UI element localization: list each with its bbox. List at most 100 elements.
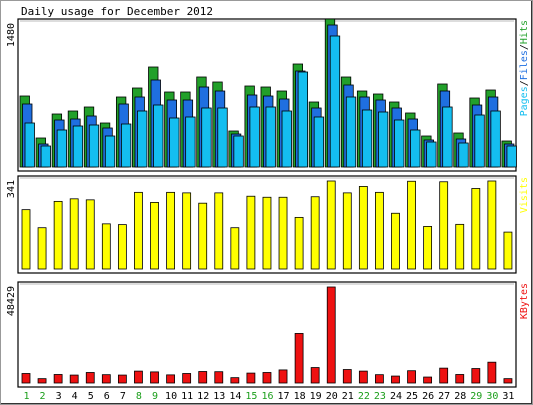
bar-visits-15: [246, 195, 256, 270]
bar-visits-9: [150, 202, 159, 270]
bar-pages-16: [265, 106, 276, 168]
bar-kbytes-4: [69, 374, 79, 384]
bar-pages-20: [329, 35, 341, 168]
bar-pages-21: [345, 96, 357, 168]
bar-pages-18: [297, 71, 309, 168]
panel-hits: 1480 Pages/Files/Hits: [6, 18, 530, 172]
bar-kbytes-21: [342, 369, 352, 384]
bar-kbytes-9: [150, 371, 159, 384]
bar-visits-22: [358, 186, 368, 270]
bar-pages-31: [506, 145, 517, 168]
x-tick-label-15: 15: [245, 391, 257, 402]
bar-kbytes-19: [310, 367, 320, 384]
x-tick-label-11: 11: [181, 391, 193, 402]
bar-visits-5: [85, 199, 95, 270]
bar-visits-17: [278, 196, 288, 270]
legend-item-files: Files: [519, 50, 530, 80]
bar-pages-6: [104, 135, 116, 168]
bar-pages-12: [201, 107, 212, 168]
x-tick-label-23: 23: [374, 391, 386, 402]
bar-pages-13: [217, 107, 228, 168]
bar-pages-19: [313, 116, 325, 168]
x-tick-label-14: 14: [229, 391, 241, 402]
x-tick-label-8: 8: [136, 391, 142, 402]
x-tick-label-1: 1: [23, 391, 29, 402]
bar-kbytes-24: [391, 375, 400, 384]
x-tick-label-16: 16: [261, 391, 273, 402]
chart-panels: 1480 Pages/Files/Hits 341 Visits 48429 KBytes: [6, 18, 530, 388]
x-tick-label-22: 22: [358, 391, 370, 402]
bar-kbytes-14: [230, 377, 240, 384]
bar-pages-26: [426, 141, 437, 168]
legend-item-kbytes: KBytes: [519, 283, 530, 319]
bar-pages-9: [153, 104, 164, 168]
bar-pages-29: [474, 114, 485, 168]
x-tick-label-26: 26: [422, 391, 434, 402]
bar-pages-23: [378, 111, 389, 168]
bar-visits-11: [182, 192, 192, 270]
bar-visits-29: [471, 188, 481, 270]
bar-visits-13: [214, 192, 224, 270]
bar-pages-5: [88, 124, 100, 168]
panel-visits: 341 Visits: [6, 175, 530, 274]
bar-visits-27: [439, 181, 449, 270]
bar-pages-10: [169, 117, 180, 168]
x-tick-label-29: 29: [470, 391, 482, 402]
chart-title: Daily usage for December 2012: [21, 5, 213, 18]
bar-visits-18: [294, 216, 304, 270]
x-tick-label-13: 13: [213, 391, 225, 402]
bar-kbytes-15: [246, 372, 256, 384]
panel-hits-legend: Pages/Files/Hits: [519, 20, 530, 116]
bar-pages-15: [249, 106, 260, 168]
panel-kbytes: 48429 KBytes: [6, 281, 530, 388]
bar-kbytes-29: [471, 368, 481, 384]
x-tick-label-4: 4: [72, 391, 78, 402]
bar-kbytes-28: [455, 374, 465, 384]
bar-kbytes-17: [278, 369, 288, 384]
bar-visits-16: [262, 196, 272, 270]
panel-kbytes-max-label: 48429: [6, 286, 17, 316]
bar-kbytes-27: [439, 367, 449, 384]
bar-pages-25: [410, 129, 421, 168]
legend-item-hits: Hits: [519, 20, 530, 44]
bar-visits-12: [198, 202, 208, 270]
legend-separator: /: [519, 44, 530, 50]
bar-pages-7: [120, 123, 132, 168]
bar-kbytes-10: [166, 374, 175, 384]
panel-hits-max-label: 1480: [6, 23, 17, 47]
x-tick-label-2: 2: [40, 391, 46, 402]
bar-visits-23: [375, 191, 384, 270]
bar-visits-21: [342, 192, 352, 270]
bar-visits-26: [423, 226, 433, 270]
x-tick-label-31: 31: [502, 391, 514, 402]
bar-kbytes-23: [375, 374, 384, 384]
bar-pages-30: [490, 110, 501, 168]
bar-kbytes-11: [182, 373, 192, 384]
x-tick-label-6: 6: [104, 391, 110, 402]
x-tick-label-20: 20: [326, 391, 338, 402]
panel-frame: [17, 281, 517, 388]
bar-visits-1: [21, 209, 31, 270]
x-tick-label-10: 10: [165, 391, 177, 402]
bar-visits-2: [37, 227, 47, 270]
bar-visits-24: [391, 212, 400, 270]
x-tick-label-9: 9: [152, 391, 158, 402]
bar-pages-8: [137, 110, 148, 168]
bar-kbytes-6: [101, 374, 111, 384]
bar-kbytes-2: [37, 378, 47, 384]
panel-visits-max-label: 341: [6, 180, 17, 198]
bar-kbytes-31: [503, 378, 513, 384]
bar-visits-25: [407, 180, 416, 270]
x-tick-label-30: 30: [486, 391, 498, 402]
bar-kbytes-25: [407, 370, 416, 384]
x-tick-label-19: 19: [310, 391, 322, 402]
x-tick-label-21: 21: [342, 391, 354, 402]
x-tick-label-7: 7: [120, 391, 126, 402]
bar-pages-14: [233, 135, 244, 168]
bar-kbytes-20: [326, 286, 336, 384]
bar-kbytes-18: [294, 333, 304, 384]
x-tick-label-17: 17: [278, 391, 290, 402]
x-tick-label-25: 25: [406, 391, 418, 402]
bar-kbytes-26: [423, 376, 433, 384]
